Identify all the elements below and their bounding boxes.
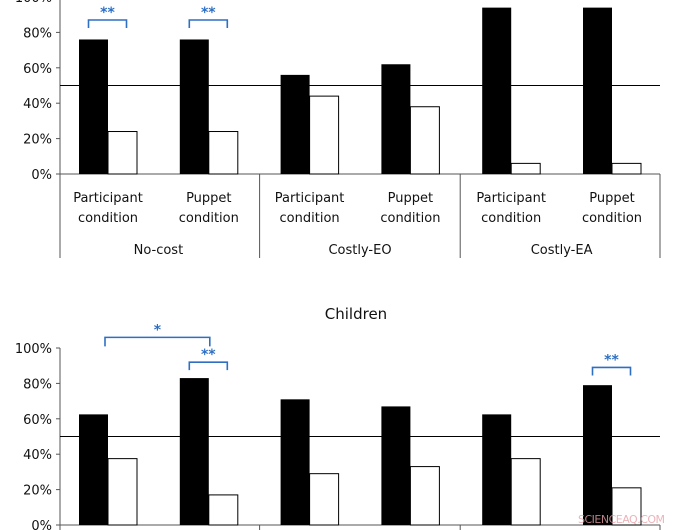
significance-bracket (87, 19, 128, 29)
category-label: condition (78, 211, 138, 226)
category-label: Participant (476, 191, 546, 206)
category-label: Participant (73, 191, 143, 206)
bar-white (409, 106, 440, 175)
significance-label: ** (100, 5, 115, 21)
y-tick-label: 80% (23, 377, 52, 392)
significance-label: ** (604, 352, 619, 368)
y-tick-label: 20% (23, 484, 52, 499)
category-label: Puppet (589, 191, 634, 206)
y-tick-label: 60% (23, 62, 52, 77)
chart-title: Children (325, 305, 387, 323)
bar-white (611, 162, 642, 175)
group-label: No-cost (134, 243, 184, 258)
bar-black (79, 414, 108, 525)
category-label: condition (179, 211, 239, 226)
y-tick-label: 100% (15, 0, 52, 6)
bar-black (583, 385, 612, 525)
group-label: Costly-EO (328, 243, 391, 258)
bar-white (309, 95, 340, 175)
significance-label: ** (201, 5, 216, 21)
bar-black (482, 7, 512, 175)
bar-white (107, 131, 138, 175)
bar-white (208, 494, 239, 526)
category-label: condition (481, 211, 541, 226)
bar-black (482, 414, 512, 525)
category-label: condition (280, 211, 340, 226)
y-tick-label: 100% (15, 342, 52, 357)
y-tick-label: 40% (23, 97, 52, 112)
y-tick-label: 20% (23, 133, 52, 148)
bar-white (510, 162, 541, 175)
group-label: Costly-EA (531, 243, 593, 258)
bar-white (208, 131, 239, 175)
bar-black (583, 7, 612, 175)
bar-white (107, 458, 138, 526)
bar-white (510, 458, 541, 526)
y-tick-label: 60% (23, 413, 52, 428)
y-tick-label: 80% (23, 26, 52, 41)
bar-black (280, 74, 310, 174)
category-label: Puppet (388, 191, 433, 206)
significance-label: ** (201, 347, 216, 363)
y-tick-label: 0% (31, 519, 52, 530)
watermark: SCIENCEAQ.COM (578, 513, 665, 526)
bar-white (309, 473, 340, 526)
bar-white (409, 466, 440, 526)
significance-bracket (188, 19, 229, 29)
bar-black (79, 39, 108, 175)
significance-label: * (154, 322, 162, 338)
category-label: condition (582, 211, 642, 226)
significance-bracket (104, 336, 211, 347)
bar-black (381, 64, 411, 174)
y-tick-label: 40% (23, 448, 52, 463)
bar-black (179, 378, 209, 525)
significance-bracket (591, 366, 632, 376)
category-label: Puppet (186, 191, 231, 206)
bar-black (280, 399, 310, 525)
category-label: condition (380, 211, 440, 226)
bar-black (381, 406, 411, 525)
category-label: Participant (275, 191, 345, 206)
y-tick-label: 0% (31, 168, 52, 183)
bar-black (179, 39, 209, 175)
bar-white (611, 487, 642, 526)
significance-bracket (188, 361, 229, 371)
